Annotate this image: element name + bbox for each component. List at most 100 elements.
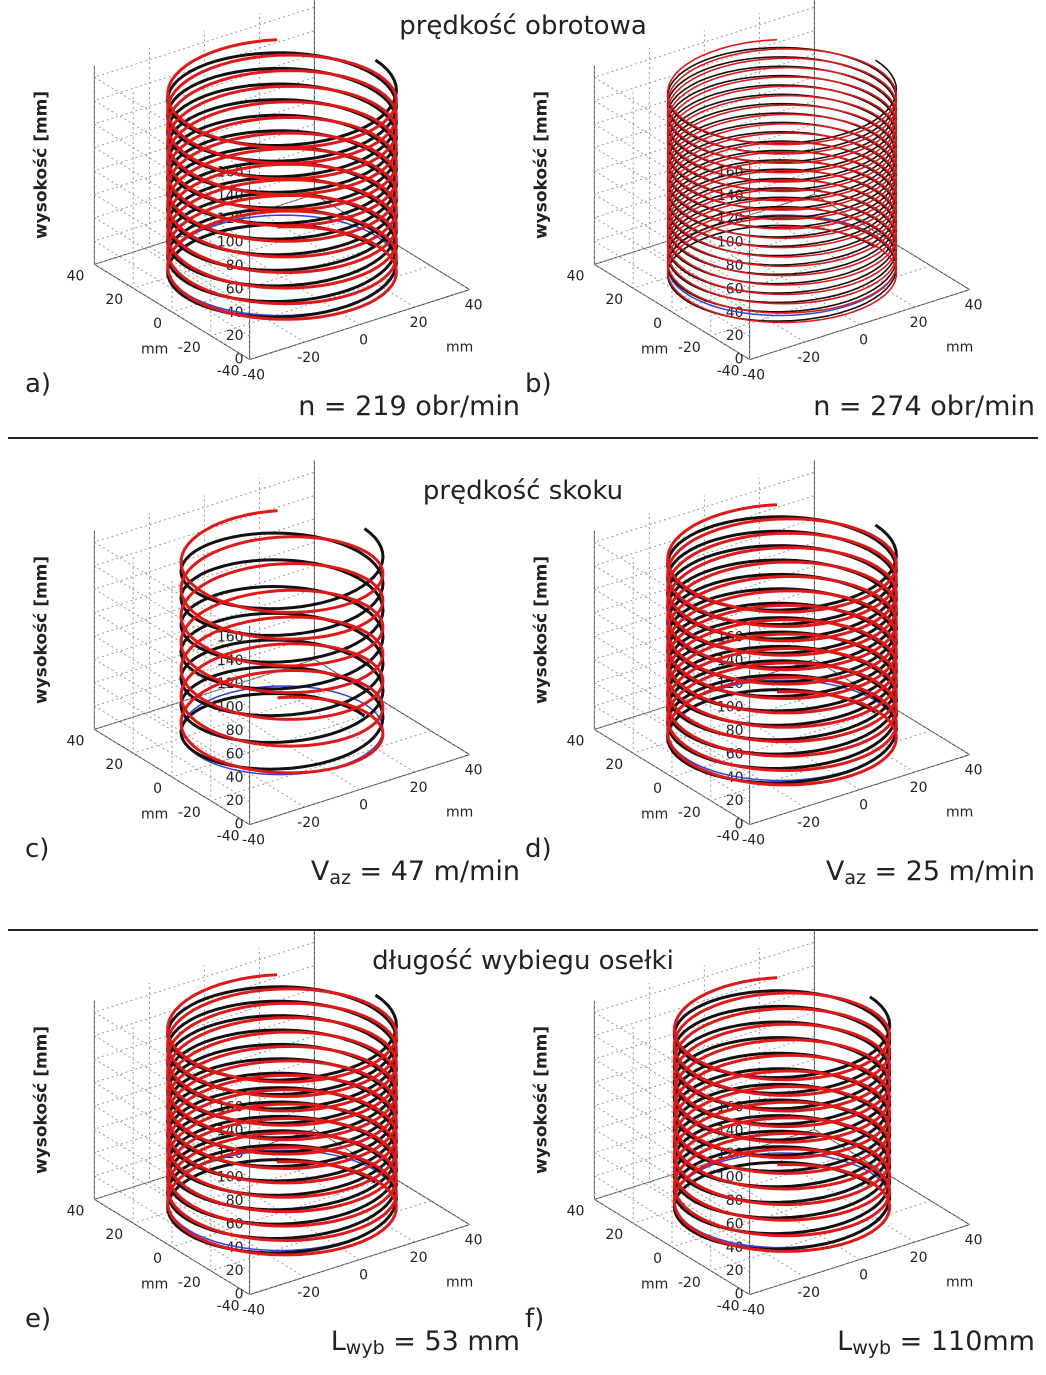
- x-tick-label: 20: [910, 780, 928, 796]
- x-tick-label: -40: [242, 1303, 265, 1319]
- grid-line: [632, 89, 854, 289]
- grid-line: [749, 625, 970, 826]
- x-tick-label: 20: [410, 315, 428, 331]
- panel-label: c): [25, 834, 49, 864]
- grid-line: [93, 1035, 315, 1202]
- x-tick-label: 20: [910, 1250, 928, 1266]
- grid-line: [758, 478, 915, 773]
- parameter-symbol: L: [837, 1326, 852, 1357]
- z-tick-label: 0: [735, 1287, 744, 1303]
- grid-line: [593, 65, 815, 266]
- y-tick-label: 40: [567, 1203, 585, 1219]
- y-axis-unit: mm: [141, 807, 168, 823]
- y-tick-label: 20: [605, 1227, 623, 1243]
- y-tick-label: -40: [217, 1299, 240, 1315]
- y-axis-unit: mm: [141, 1277, 168, 1293]
- y-axis-unit: mm: [641, 342, 668, 358]
- x-tick-label: -20: [297, 350, 320, 366]
- grid-line: [593, 170, 815, 337]
- panel-label: b): [525, 369, 552, 399]
- grid-line: [203, 495, 360, 791]
- y-tick-label: 0: [653, 316, 662, 332]
- grid-line: [593, 530, 750, 826]
- parameter-subscript: az: [329, 867, 351, 889]
- grid-line: [93, 1000, 250, 1296]
- grid-line: [671, 1048, 893, 1248]
- y-axis-unit: mm: [141, 342, 168, 358]
- z-tick-label: 60: [226, 281, 244, 297]
- parameter-subscript: az: [844, 867, 866, 889]
- grid-line: [593, 30, 815, 197]
- x-tick-label: -20: [297, 1285, 320, 1301]
- z-axis-label: wysokość [mm]: [31, 556, 51, 704]
- y-tick-label: -40: [717, 1299, 740, 1315]
- helix-trace: [179, 509, 385, 775]
- grid-line: [632, 1024, 854, 1224]
- x-tick-label: -20: [797, 815, 820, 831]
- parameter-value: = 25 m/min: [866, 856, 1035, 887]
- helix-trace: [166, 973, 398, 1257]
- parameter: Vaz = 25 m/min: [826, 856, 1035, 889]
- y-tick-label: 40: [567, 268, 585, 284]
- grid-line: [210, 1071, 431, 1272]
- grid-line: [93, 65, 250, 361]
- x-tick-label: 40: [465, 298, 483, 314]
- grid-line: [93, 6, 315, 173]
- x-tick-label: 40: [965, 1233, 983, 1249]
- z-tick-label: 20: [726, 793, 744, 809]
- grid-line: [749, 160, 970, 361]
- plot-3d: 020406080100120140160-40-2002040-40-2002…: [31, 0, 483, 384]
- z-axis-label: wysokość [mm]: [531, 91, 551, 239]
- grid-line: [210, 136, 431, 337]
- grid-line: [93, 941, 315, 1108]
- y-tick-label: 20: [105, 1227, 123, 1243]
- z-axis-label: wysokość [mm]: [31, 91, 51, 239]
- plot-3d: 020406080100120140160-40-2002040-40-2002…: [531, 460, 983, 849]
- grid-line: [249, 160, 470, 361]
- y-axis-unit: mm: [641, 1277, 668, 1293]
- grid-line: [813, 0, 970, 291]
- y-tick-label: 40: [567, 733, 585, 749]
- x-tick-label: 40: [465, 763, 483, 779]
- grid-line: [148, 513, 305, 808]
- parameter-value: = 47 m/min: [351, 856, 520, 887]
- grid-line: [148, 48, 305, 343]
- grid-line: [648, 513, 805, 808]
- x-tick-label: 0: [859, 1268, 868, 1284]
- x-tick-label: 0: [859, 798, 868, 814]
- z-tick-label: 20: [226, 793, 244, 809]
- y-tick-label: 0: [653, 1251, 662, 1267]
- grid-line: [593, 123, 815, 290]
- grid-line: [313, 0, 470, 291]
- grid-line: [132, 1024, 354, 1224]
- parameter-subscript: wyb: [346, 1337, 385, 1359]
- grid-line: [171, 578, 393, 778]
- x-tick-label: 0: [859, 333, 868, 349]
- y-tick-label: -20: [178, 340, 201, 356]
- grid-line: [703, 495, 860, 791]
- grid-line: [593, 965, 815, 1132]
- x-axis-unit: mm: [446, 340, 473, 356]
- section-title: prędkość obrotowa: [399, 11, 647, 41]
- grid-line: [813, 460, 970, 756]
- x-tick-label: -20: [797, 350, 820, 366]
- grid-line: [93, 53, 315, 220]
- panel-label: e): [25, 1304, 51, 1334]
- parameter-value: n = 274 obr/min: [813, 391, 1035, 422]
- y-tick-label: 0: [153, 1251, 162, 1267]
- grid-line: [93, 65, 315, 266]
- x-tick-label: -40: [742, 833, 765, 849]
- y-tick-label: -40: [217, 364, 240, 380]
- x-tick-label: -40: [242, 833, 265, 849]
- plot-3d: 020406080100120140160-40-2002040-40-2002…: [31, 460, 483, 849]
- grid-line: [593, 471, 815, 638]
- x-tick-label: 0: [359, 1268, 368, 1284]
- panel-label: a): [25, 369, 51, 399]
- y-tick-label: 20: [605, 292, 623, 308]
- y-tick-label: 40: [67, 268, 85, 284]
- grid-line: [758, 948, 915, 1243]
- y-tick-label: -40: [717, 829, 740, 845]
- section-title: długość wybiegu osełki: [372, 946, 674, 976]
- grid-line: [593, 1011, 815, 1179]
- x-tick-label: 40: [965, 763, 983, 779]
